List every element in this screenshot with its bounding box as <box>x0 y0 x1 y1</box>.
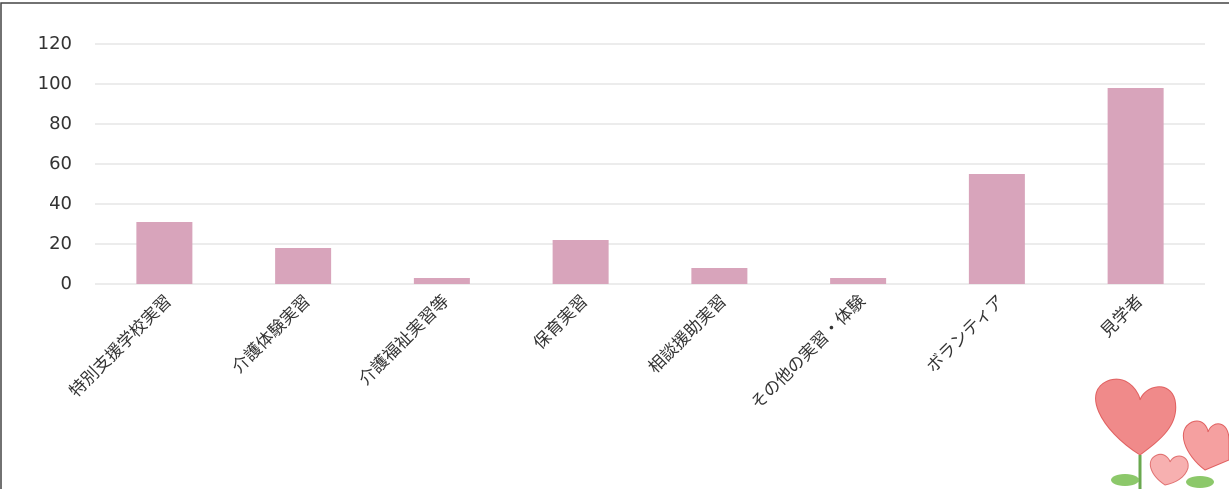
bar <box>830 278 886 284</box>
bar <box>553 240 609 284</box>
x-tick-label: 介護体験実習 <box>228 291 314 377</box>
x-tick-label: 見学者 <box>1097 291 1147 341</box>
bar <box>1108 88 1164 284</box>
y-tick-label: 0 <box>61 273 72 294</box>
y-tick-label: 120 <box>38 33 72 54</box>
x-tick-label: 介護福祉実習等 <box>355 291 453 389</box>
y-tick-label: 100 <box>38 73 72 94</box>
y-tick-label: 60 <box>49 153 72 174</box>
y-tick-label: 40 <box>49 193 72 214</box>
x-tick-label: ボランティア <box>923 291 1009 377</box>
y-tick-label: 20 <box>49 233 72 254</box>
x-tick-label: 保育実習 <box>530 291 592 353</box>
bar <box>969 174 1025 284</box>
x-tick-label: 特別支援学校実習 <box>66 291 176 401</box>
decoration <box>1096 379 1229 489</box>
y-tick-label: 80 <box>49 113 72 134</box>
x-tick-label: 相談援助実習 <box>645 291 731 377</box>
bar <box>414 278 470 284</box>
bar <box>691 268 747 284</box>
x-tick-label: その他の実習・体験 <box>747 291 869 413</box>
chart: 0 20 40 60 80 100 120 特別支援学校実習介護体験実習介護福祉実習等 保育実習… <box>0 0 1229 489</box>
bar <box>136 222 192 284</box>
bar <box>275 248 331 284</box>
